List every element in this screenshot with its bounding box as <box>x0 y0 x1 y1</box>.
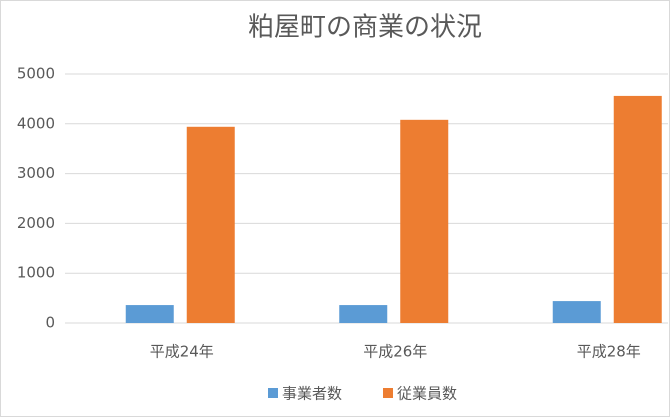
x-tick-label: 平成24年 <box>150 343 214 361</box>
bar <box>339 305 388 323</box>
chart-title: 粕屋町の商業の状況 <box>248 13 482 43</box>
legend-label: 従業員数 <box>397 385 457 403</box>
y-tick-label: 0 <box>45 314 55 332</box>
y-tick-label: 3000 <box>17 164 55 182</box>
bar <box>552 301 601 323</box>
x-tick-label: 平成28年 <box>577 343 641 361</box>
y-tick-label: 2000 <box>17 214 55 232</box>
bar <box>400 119 449 323</box>
y-tick-label: 1000 <box>17 264 55 282</box>
legend-label: 事業者数 <box>282 385 342 403</box>
bar <box>613 95 662 323</box>
x-tick-label: 平成26年 <box>363 343 427 361</box>
legend-swatch <box>268 388 278 398</box>
legend-swatch <box>383 388 393 398</box>
y-tick-label: 5000 <box>17 65 55 83</box>
y-tick-label: 4000 <box>17 114 55 132</box>
bar <box>186 126 235 324</box>
bar <box>125 305 174 323</box>
